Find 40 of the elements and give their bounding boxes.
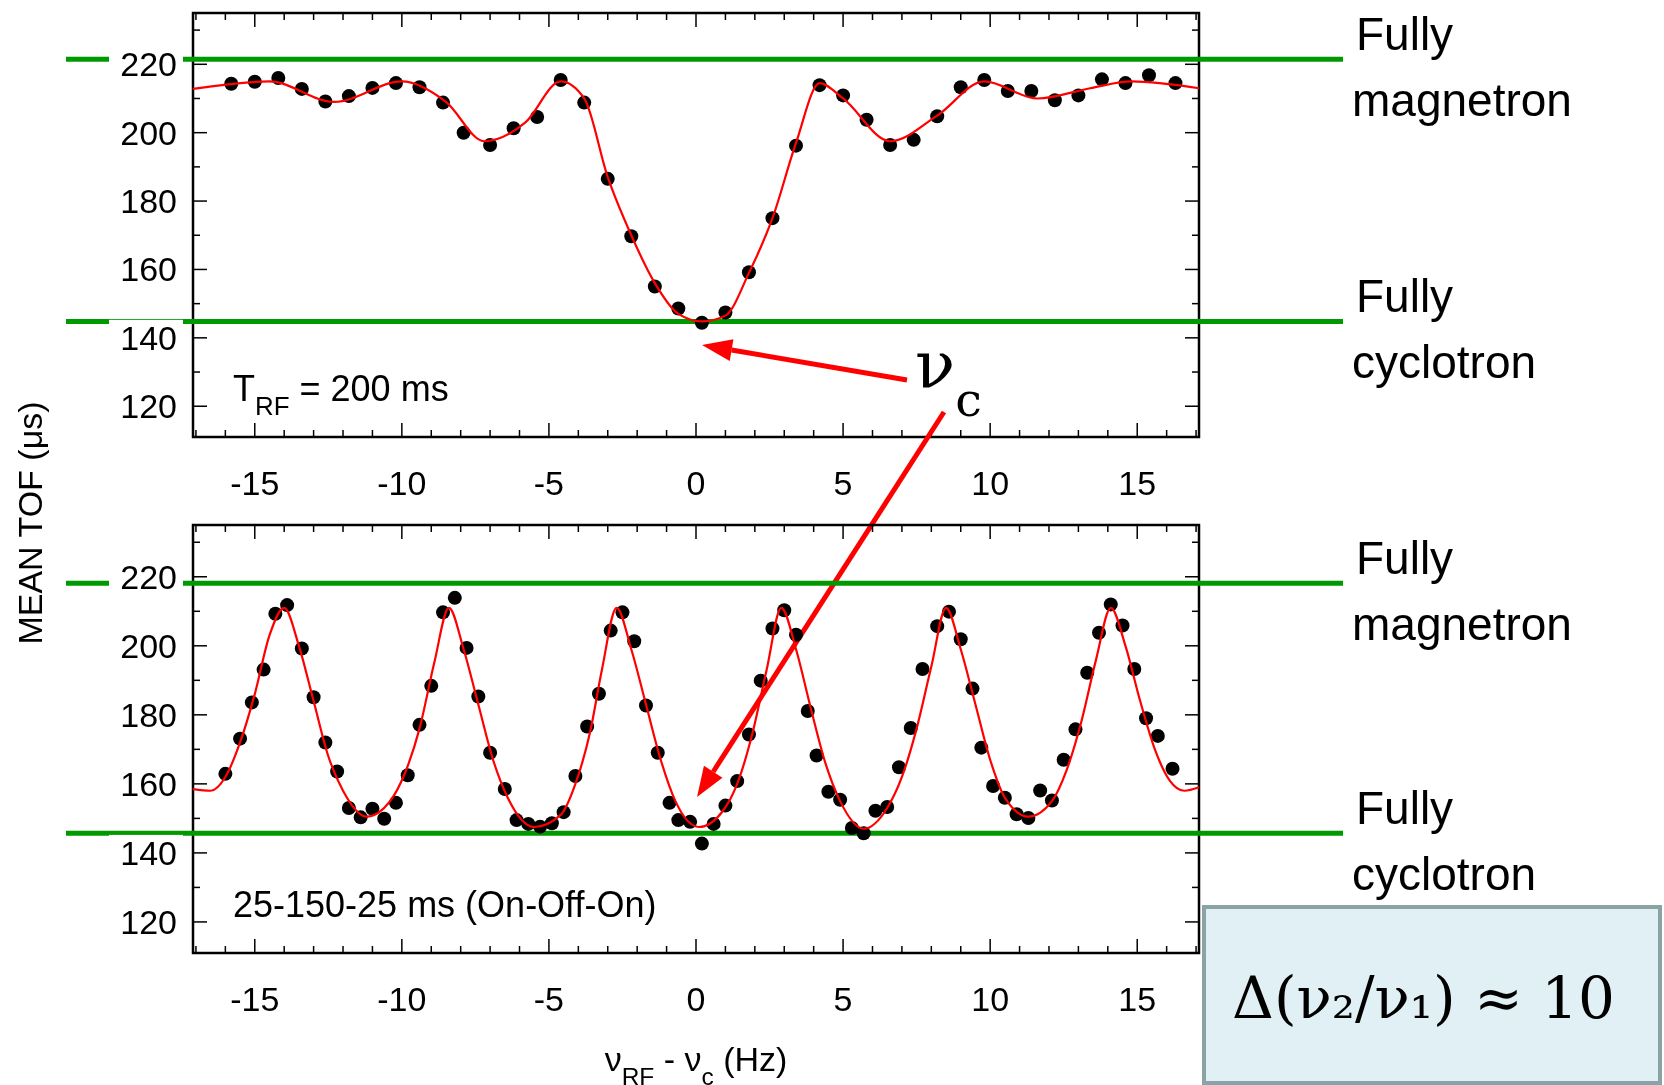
x-tick-label: 0 bbox=[686, 464, 706, 502]
x-tick-label: -15 bbox=[230, 464, 280, 502]
x-tick-label: -15 bbox=[230, 980, 280, 1018]
y-tick-label: 180 bbox=[120, 695, 177, 734]
ref-line-label: Fully cyclotron bbox=[1352, 782, 1537, 901]
x-tick-label: -10 bbox=[377, 464, 427, 502]
y-tick-label: 220 bbox=[120, 45, 177, 84]
y-tick-label: 180 bbox=[120, 181, 177, 220]
y-tick-label: 140 bbox=[120, 318, 177, 357]
x-tick-label: -5 bbox=[533, 464, 565, 502]
x-tick-label: -5 bbox=[533, 980, 565, 1018]
y-tick-label: 160 bbox=[120, 764, 177, 803]
y-tick-label: 200 bbox=[120, 626, 177, 665]
y-tick-label: 140 bbox=[120, 833, 177, 872]
point bbox=[1094, 72, 1109, 87]
point bbox=[1024, 83, 1039, 98]
y-tick-label: 200 bbox=[120, 113, 177, 152]
ref-line-label: Fully magnetron bbox=[1352, 532, 1572, 651]
x-tick-label: 15 bbox=[1118, 464, 1157, 502]
x-tick-label: 10 bbox=[971, 980, 1010, 1018]
x-tick-label: 5 bbox=[833, 980, 853, 1018]
y-tick-label: 120 bbox=[120, 387, 177, 426]
y-axis-title: MEAN TOF (μs) bbox=[11, 401, 49, 645]
x-axis-title: ν$_{RF}$ - ν$_{c}$ (Hz) bbox=[604, 1040, 788, 1085]
y-tick-label: 220 bbox=[120, 557, 177, 596]
x-tick-label: 0 bbox=[686, 980, 706, 1018]
ref-line-label: Fully cyclotron bbox=[1352, 270, 1537, 389]
point bbox=[1141, 68, 1156, 83]
point bbox=[906, 132, 921, 147]
annotation: T$_{RF}$ = 200 ms bbox=[233, 368, 449, 420]
text: Δ(ν₂/ν₁) ≈ 10 bbox=[1232, 964, 1615, 1032]
ref-line-label: Fully magnetron bbox=[1352, 8, 1572, 127]
y-tick-label: 120 bbox=[120, 902, 177, 941]
y-tick-label: 160 bbox=[120, 250, 177, 289]
x-tick-label: -10 bbox=[377, 980, 427, 1018]
annotation: 25-150-25 ms (On-Off-On) bbox=[233, 884, 657, 925]
annotation: ν$_{c}$ bbox=[915, 327, 982, 427]
x-tick-label: 15 bbox=[1118, 980, 1157, 1018]
x-tick-label: 5 bbox=[833, 464, 853, 502]
x-tick-label: 10 bbox=[971, 464, 1010, 502]
